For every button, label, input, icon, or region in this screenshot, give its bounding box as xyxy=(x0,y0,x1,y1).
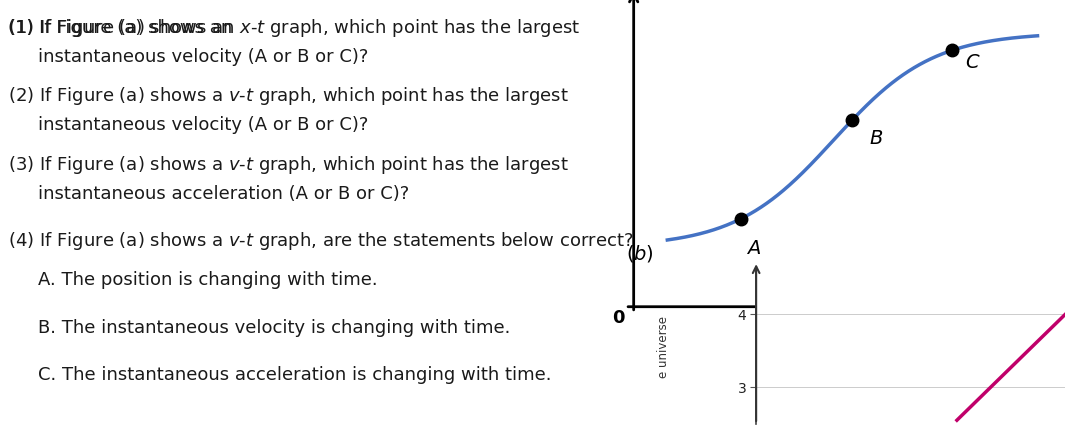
Text: e universe: e universe xyxy=(657,316,670,378)
Text: $\mathit{A}$: $\mathit{A}$ xyxy=(746,239,760,259)
Text: C. The instantaneous acceleration is changing with time.: C. The instantaneous acceleration is cha… xyxy=(38,366,552,384)
Text: B. The instantaneous velocity is changing with time.: B. The instantaneous velocity is changin… xyxy=(38,319,510,337)
Text: $\mathit{(b)}$: $\mathit{(b)}$ xyxy=(626,243,654,265)
Text: (4) If Figure (a) shows a $v$-$t$ graph, are the statements below correct?: (4) If Figure (a) shows a $v$-$t$ graph,… xyxy=(7,230,633,252)
Text: instantaneous acceleration (A or B or C)?: instantaneous acceleration (A or B or C)… xyxy=(38,185,409,203)
Text: (1) If Figure (a) shows an: (1) If Figure (a) shows an xyxy=(7,19,237,37)
Text: (1) If Figure (a) shows an: (1) If Figure (a) shows an xyxy=(7,19,237,37)
Text: A. The position is changing with time.: A. The position is changing with time. xyxy=(38,271,378,288)
Text: (3) If Figure (a) shows a $v$-$t$ graph, which point has the largest: (3) If Figure (a) shows a $v$-$t$ graph,… xyxy=(7,154,569,176)
Text: instantaneous velocity (A or B or C)?: instantaneous velocity (A or B or C)? xyxy=(38,48,368,66)
Text: $\mathit{B}$: $\mathit{B}$ xyxy=(869,129,884,148)
Text: $\mathit{C}$: $\mathit{C}$ xyxy=(965,53,981,72)
Text: (2) If Figure (a) shows a $v$-$t$ graph, which point has the largest: (2) If Figure (a) shows a $v$-$t$ graph,… xyxy=(7,85,569,107)
Text: $\mathbf{0}$: $\mathbf{0}$ xyxy=(612,309,626,327)
Text: (1) If Figure (a) shows an $x$-$t$ graph, which point has the largest: (1) If Figure (a) shows an $x$-$t$ graph… xyxy=(7,17,579,39)
Text: instantaneous velocity (A or B or C)?: instantaneous velocity (A or B or C)? xyxy=(38,116,368,134)
